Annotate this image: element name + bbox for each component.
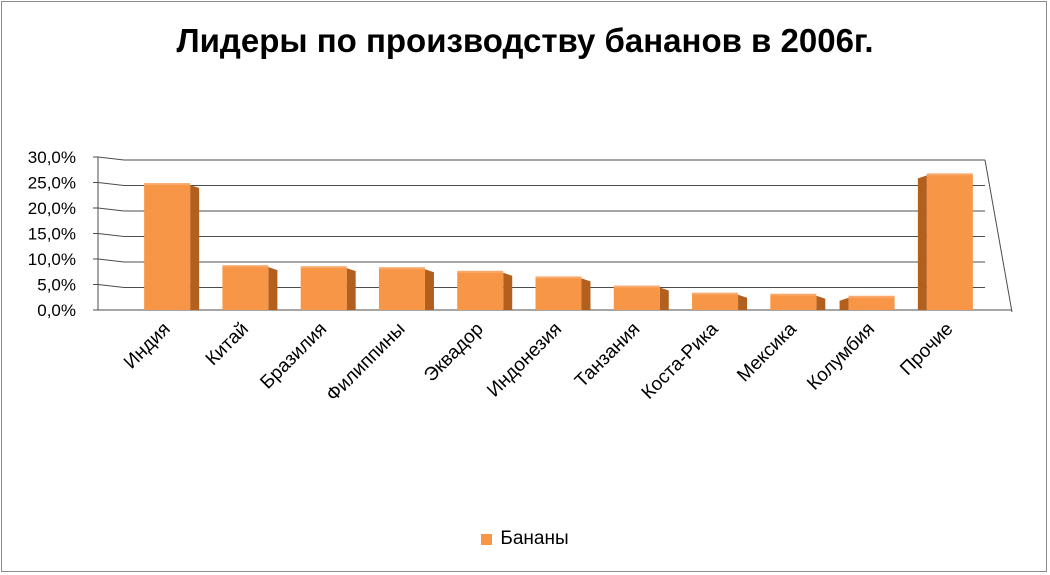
bar-side: [738, 294, 748, 310]
bar-side: [424, 269, 434, 310]
bar-side: [816, 295, 826, 310]
x-tick-label: Колумбия: [803, 319, 879, 395]
bar-side: [503, 272, 513, 310]
bar-side: [581, 278, 591, 310]
bar-side: [346, 268, 356, 310]
bar: [848, 297, 895, 310]
bar: [770, 295, 817, 310]
gridline-stub: [97, 233, 125, 237]
bar: [222, 267, 269, 310]
bar: [457, 272, 504, 310]
x-tick-label: Бразилия: [256, 319, 331, 394]
legend: Бананы: [0, 528, 1050, 550]
bar: [692, 294, 739, 310]
y-tick-label: 30,0%: [28, 148, 76, 167]
y-tick-label: 15,0%: [28, 225, 76, 244]
bar-top: [378, 267, 425, 271]
bar-top: [692, 292, 739, 296]
y-tick-label: 25,0%: [28, 174, 76, 193]
bar-top: [926, 173, 973, 177]
y-tick-label: 10,0%: [28, 250, 76, 269]
bar: [300, 268, 347, 310]
bar-side: [917, 175, 927, 310]
bar-top: [144, 183, 191, 187]
y-tick-label: 5,0%: [37, 276, 76, 295]
gridline-stub: [97, 156, 125, 161]
bar-side: [190, 185, 200, 310]
y-tick-label: 20,0%: [28, 199, 76, 218]
bar: [613, 287, 660, 310]
bar-top: [770, 293, 817, 297]
bar: [378, 269, 425, 310]
x-tick-label: Индонезия: [483, 319, 566, 402]
bar: [926, 175, 973, 310]
bar-side: [268, 267, 278, 310]
gridline-stub: [97, 284, 125, 288]
legend-label: Бананы: [500, 528, 569, 549]
y-tick-label: 0,0%: [37, 301, 76, 320]
bar-side: [659, 287, 669, 310]
bar-top: [300, 266, 347, 270]
gridline-stub: [97, 182, 125, 186]
x-tick-label: Коста-Рика: [638, 318, 723, 403]
x-tick-label: Индия: [120, 319, 175, 374]
floor-edge: [984, 159, 1013, 313]
x-tick-label: Прочие: [896, 319, 957, 380]
x-tick-label: Танзания: [571, 319, 644, 392]
bar-top: [457, 270, 504, 274]
bar: [535, 278, 582, 310]
gridline-stub: [97, 207, 125, 212]
x-tick-label: Мексика: [733, 318, 801, 386]
bar-top: [848, 295, 895, 299]
x-tick-label: Филиппины: [322, 319, 409, 406]
x-tick-label: Китай: [202, 319, 253, 370]
bar: [144, 185, 191, 310]
gridline-stub: [97, 258, 125, 263]
legend-swatch: [481, 533, 493, 545]
x-tick-label: Эквадор: [420, 319, 488, 387]
bar-top: [222, 265, 269, 269]
chart-title: Лидеры по производству бананов в 2006г.: [176, 22, 874, 59]
bar-top: [535, 276, 582, 280]
bar-side: [839, 297, 849, 310]
bar-top: [613, 285, 660, 289]
